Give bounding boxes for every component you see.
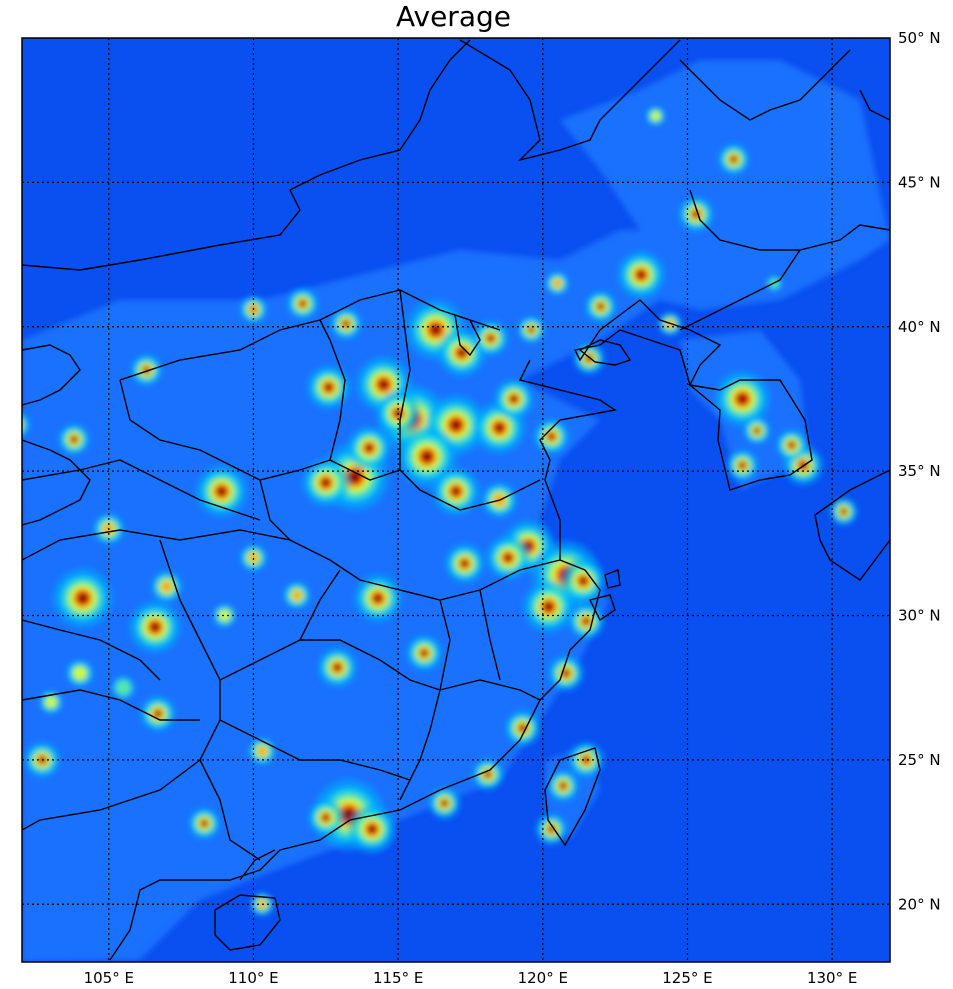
heat-cell	[248, 553, 259, 563]
plot-area	[12, 38, 890, 962]
heat-cell	[379, 380, 389, 389]
shanghai-islands	[588, 569, 621, 622]
heat-cell	[13, 422, 19, 428]
heatmap-layer	[12, 105, 858, 917]
heat-cell	[583, 618, 590, 625]
heat-cell	[299, 300, 306, 307]
heat-cell	[422, 451, 432, 462]
heat-cell	[257, 746, 267, 756]
latitude-tick-labels: 50° N 45° N 40° N 35° N 30° N 25° N 20° N	[898, 29, 941, 913]
heat-cell	[597, 303, 604, 310]
heat-cell	[451, 420, 461, 430]
heat-cell	[487, 335, 494, 342]
longitude-tick-label: 105° E	[84, 969, 134, 987]
longitude-tick-labels: 105° E 110° E 115° E 120° E 125° E 130° E	[84, 969, 858, 987]
heat-cell	[730, 156, 737, 163]
bohai-islands	[454, 313, 481, 357]
heat-cell	[421, 650, 428, 657]
heat-cell	[528, 326, 535, 333]
heat-cell	[365, 444, 373, 452]
heat-cell	[441, 800, 448, 807]
heat-cell	[71, 436, 78, 443]
heat-cell	[637, 270, 646, 279]
longitude-tick-label: 125° E	[662, 969, 712, 987]
latitude-tick-label: 35° N	[898, 462, 941, 480]
heat-cell	[562, 670, 569, 677]
heat-cell	[334, 664, 341, 671]
heat-cell	[22, 422, 23, 428]
heat-cell	[788, 442, 795, 449]
heat-cell	[12, 420, 21, 429]
western-border	[22, 344, 91, 526]
coastline-mainland	[109, 299, 722, 961]
heat-cell	[753, 427, 760, 434]
heat-cell	[292, 590, 302, 600]
latitude-tick-label: 25° N	[898, 751, 941, 769]
heat-cell	[73, 666, 87, 680]
graticule	[22, 38, 890, 962]
heat-cell	[461, 560, 468, 567]
heat-cell	[322, 814, 329, 821]
heat-cell	[737, 394, 747, 404]
longitude-tick-label: 120° E	[518, 969, 568, 987]
leizhou-peninsula	[239, 849, 276, 881]
latitude-tick-label: 40° N	[898, 318, 941, 336]
heat-cell	[321, 478, 330, 487]
korea-outline	[687, 379, 813, 491]
plot-frame	[21, 37, 891, 963]
heat-cell	[45, 696, 57, 708]
heat-cell	[583, 756, 590, 763]
boundaries	[22, 39, 890, 961]
heat-cell	[519, 725, 526, 732]
heat-cell	[548, 433, 555, 440]
heat-cell	[739, 462, 746, 469]
heat-cell	[374, 594, 382, 603]
heat-cell	[116, 680, 131, 695]
heat-cell	[154, 710, 161, 717]
latitude-tick-label: 20° N	[898, 895, 941, 913]
heat-cell	[510, 395, 518, 403]
heat-cell	[368, 825, 376, 834]
latitude-tick-label: 50° N	[898, 29, 941, 47]
longitude-tick-label: 130° E	[807, 969, 857, 987]
province-borders	[22, 289, 561, 861]
heat-cell	[840, 508, 847, 515]
longitude-tick-label: 115° E	[373, 969, 423, 987]
heat-cell	[161, 581, 172, 592]
heat-cell	[13, 422, 20, 429]
heat-cell	[325, 383, 333, 391]
heat-cell	[217, 487, 226, 496]
heat-cell	[201, 820, 208, 827]
map-title: Average	[396, 0, 511, 33]
heat-cell	[150, 622, 160, 632]
northeast-border	[679, 189, 890, 331]
heat-cell	[586, 355, 593, 362]
heat-cell	[495, 423, 504, 432]
heat-cell	[219, 610, 230, 621]
northern-border	[22, 39, 890, 271]
heat-cell	[544, 602, 553, 611]
heat-cell	[77, 593, 88, 603]
heat-cell	[579, 577, 587, 585]
longitude-tick-label: 110° E	[228, 969, 278, 987]
japan-outline	[814, 469, 890, 581]
liaodong	[578, 339, 632, 366]
hainan-outline	[214, 894, 281, 951]
heat-cell	[504, 554, 512, 562]
heat-cell	[343, 320, 350, 327]
heat-cell	[484, 771, 491, 778]
latitude-tick-label: 30° N	[898, 607, 941, 625]
heat-cell	[560, 782, 567, 789]
heat-cell	[452, 487, 460, 496]
heat-cell	[553, 279, 562, 288]
heat-cell	[651, 111, 661, 121]
taiwan-outline	[544, 747, 601, 847]
latitude-tick-label: 45° N	[898, 173, 941, 191]
heat-cell	[457, 348, 466, 357]
